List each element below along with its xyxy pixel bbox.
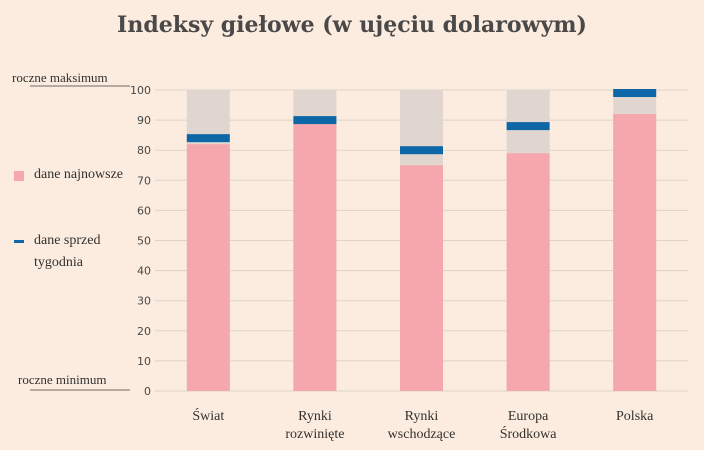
y-tick-label-70: 70 <box>137 174 151 187</box>
latest-bar-2 <box>400 165 443 391</box>
x-tick-label-2: Rynki wschodzące <box>388 409 456 442</box>
y-tick-label-80: 80 <box>137 144 151 157</box>
y-tick-label-20: 20 <box>137 325 151 338</box>
y-tick-label-0: 0 <box>144 385 151 398</box>
y-tick-label-100: 100 <box>130 84 151 97</box>
x-tick-label-4: Polska <box>616 409 654 424</box>
x-tick-label-3: Europa Środkowa <box>500 409 558 442</box>
y-tick-label-90: 90 <box>137 114 151 127</box>
week-ago-marker-3 <box>506 122 550 131</box>
y-tick-label-30: 30 <box>137 295 151 308</box>
latest-bar-3 <box>506 153 550 391</box>
legend-label-latest: dane najnowsze <box>34 167 124 182</box>
axis-note-max: roczne maksimum <box>12 70 108 85</box>
legend-item-week-ago: dane sprzed tygodnia <box>14 230 154 274</box>
latest-bar-1 <box>293 123 337 392</box>
x-tick-label-0: Świat <box>192 407 224 424</box>
y-tick-label-10: 10 <box>137 355 151 368</box>
legend-item-latest: dane najnowsze <box>14 164 154 208</box>
latest-bar-4 <box>613 114 657 391</box>
week-ago-marker-4 <box>613 89 657 98</box>
legend-swatch-latest <box>14 171 24 181</box>
week-ago-marker-0 <box>186 134 230 143</box>
legend: dane najnowsze dane sprzed tygodnia <box>14 164 154 274</box>
chart-title: Indeksy giełowe (w ujęciu dolarowym) <box>117 12 587 38</box>
legend-label-week-ago: dane sprzed tygodnia <box>34 233 101 270</box>
x-tick-label-1: Rynki rozwinięte <box>285 409 344 442</box>
week-ago-marker-1 <box>293 116 337 125</box>
y-tick-label-40: 40 <box>137 265 151 278</box>
latest-bar-0 <box>186 144 230 391</box>
axis-note-min: roczne minimum <box>18 372 107 387</box>
week-ago-marker-2 <box>400 146 443 155</box>
y-tick-label-50: 50 <box>137 235 151 248</box>
legend-swatch-week-ago <box>14 240 24 243</box>
y-tick-label-60: 60 <box>137 204 151 217</box>
